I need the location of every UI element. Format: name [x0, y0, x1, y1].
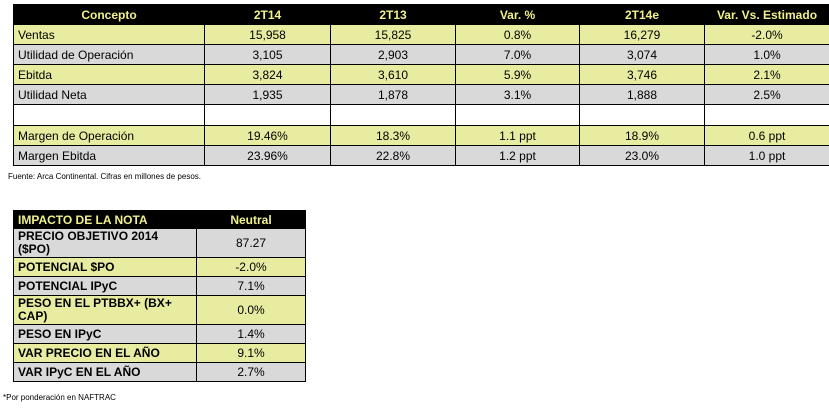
cell-value: 3.1% — [455, 84, 580, 105]
impact-row-value: 7.1% — [196, 276, 306, 296]
impact-header-row: IMPACTO DE LA NOTA Neutral — [13, 210, 306, 229]
impact-row: PESO EN IPyC 1.4% — [13, 324, 306, 344]
table-row: Margen de Operación 19.46% 18.3% 1.1 ppt… — [13, 125, 829, 146]
cell-value — [330, 104, 456, 126]
cell-value — [204, 104, 331, 126]
cell-value: 19.46% — [204, 125, 331, 146]
cell-value: 1.0% — [704, 44, 829, 65]
table-row: Ventas 15,958 15,825 0.8% 16,279 -2.0% — [13, 24, 829, 45]
column-header-concepto: Concepto — [13, 4, 205, 25]
column-header-var-vs-estimado: Var. Vs. Estimado — [704, 4, 829, 25]
cell-value: 23.0% — [579, 145, 705, 166]
cell-value: 18.3% — [330, 125, 456, 146]
row-label: Ebitda — [13, 64, 205, 85]
cell-value: 1,878 — [330, 84, 456, 105]
impact-table: IMPACTO DE LA NOTA Neutral PRECIO OBJETI… — [13, 210, 306, 382]
cell-value: 1,888 — [579, 84, 705, 105]
impact-row-value: 0.0% — [196, 295, 306, 325]
cell-value: 3,746 — [579, 64, 705, 85]
impact-row-value: 2.7% — [196, 362, 306, 382]
row-label: Margen de Operación — [13, 125, 205, 146]
impact-row: PRECIO OBJETIVO 2014 ($PO) 87.27 — [13, 228, 306, 258]
impact-row-label: PRECIO OBJETIVO 2014 ($PO) — [13, 228, 197, 258]
impact-row: POTENCIAL $PO -2.0% — [13, 257, 306, 277]
cell-value: 22.8% — [330, 145, 456, 166]
impact-header-value: Neutral — [196, 210, 306, 229]
cell-value: 7.0% — [455, 44, 580, 65]
table-header-row: Concepto 2T14 2T13 Var. % 2T14e Var. Vs.… — [13, 4, 829, 25]
impact-row: POTENCIAL IPyC 7.1% — [13, 276, 306, 296]
row-label: Ventas — [13, 24, 205, 45]
impact-row-value: 87.27 — [196, 228, 306, 258]
cell-value: 15,825 — [330, 24, 456, 45]
cell-value: 3,610 — [330, 64, 456, 85]
row-label: Utilidad de Operación — [13, 44, 205, 65]
cell-value: 1.1 ppt — [455, 125, 580, 146]
source-note: Fuente: Arca Continental. Cifras en mill… — [8, 172, 201, 181]
cell-value: 0.6 ppt — [704, 125, 829, 146]
impact-row-label: PESO EN EL PTBBX+ (BX+ CAP) — [13, 295, 197, 325]
impact-row-label: POTENCIAL $PO — [13, 257, 197, 277]
impact-row-value: 9.1% — [196, 343, 306, 363]
table-row-spacer — [13, 104, 829, 126]
financial-results-table: Concepto 2T14 2T13 Var. % 2T14e Var. Vs.… — [13, 4, 829, 166]
cell-value: 23.96% — [204, 145, 331, 166]
cell-value — [455, 104, 580, 126]
cell-value: 1,935 — [204, 84, 331, 105]
cell-value: 0.8% — [455, 24, 580, 45]
table-row: Ebitda 3,824 3,610 5.9% 3,746 2.1% — [13, 64, 829, 85]
cell-value — [704, 104, 829, 126]
cell-value: 18.9% — [579, 125, 705, 146]
impact-row-label: VAR PRECIO EN EL AÑO — [13, 343, 197, 363]
column-header-var-pct: Var. % — [455, 4, 580, 25]
impact-row: PESO EN EL PTBBX+ (BX+ CAP) 0.0% — [13, 295, 306, 325]
row-label: Margen Ebitda — [13, 145, 205, 166]
impact-row-value: 1.4% — [196, 324, 306, 344]
table-row: Utilidad de Operación 3,105 2,903 7.0% 3… — [13, 44, 829, 65]
cell-value: 1.2 ppt — [455, 145, 580, 166]
table-row: Margen Ebitda 23.96% 22.8% 1.2 ppt 23.0%… — [13, 145, 829, 166]
cell-value: 1.0 ppt — [704, 145, 829, 166]
cell-value: 2.5% — [704, 84, 829, 105]
column-header-2t14: 2T14 — [204, 4, 331, 25]
impact-row: VAR PRECIO EN EL AÑO 9.1% — [13, 343, 306, 363]
table-row: Utilidad Neta 1,935 1,878 3.1% 1,888 2.5… — [13, 84, 829, 105]
row-label: Utilidad Neta — [13, 84, 205, 105]
impact-header-label: IMPACTO DE LA NOTA — [13, 210, 197, 229]
impact-row-label: POTENCIAL IPyC — [13, 276, 197, 296]
cell-value: 2,903 — [330, 44, 456, 65]
row-label — [13, 104, 205, 126]
cell-value: 15,958 — [204, 24, 331, 45]
impact-row-label: PESO EN IPyC — [13, 324, 197, 344]
impact-row-value: -2.0% — [196, 257, 306, 277]
cell-value: 5.9% — [455, 64, 580, 85]
impact-row-label: VAR IPyC EN EL AÑO — [13, 362, 197, 382]
cell-value: 16,279 — [579, 24, 705, 45]
cell-value: 2.1% — [704, 64, 829, 85]
cell-value: 3,824 — [204, 64, 331, 85]
cell-value: 3,074 — [579, 44, 705, 65]
cell-value — [579, 104, 705, 126]
cell-value: -2.0% — [704, 24, 829, 45]
column-header-2t14e: 2T14e — [579, 4, 705, 25]
column-header-2t13: 2T13 — [330, 4, 456, 25]
impact-row: VAR IPyC EN EL AÑO 2.7% — [13, 362, 306, 382]
cell-value: 3,105 — [204, 44, 331, 65]
footnote: *Por ponderación en NAFTRAC — [3, 393, 116, 402]
